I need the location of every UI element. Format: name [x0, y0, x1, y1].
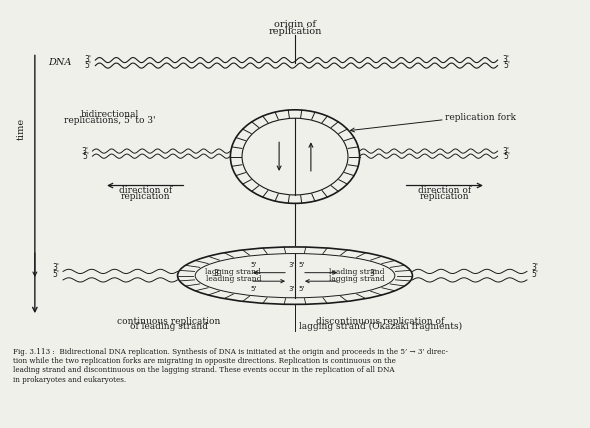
Text: lagging strand (Okazaki fragments): lagging strand (Okazaki fragments) [299, 322, 462, 331]
Text: 5': 5' [52, 270, 59, 279]
Text: origin of: origin of [274, 20, 316, 29]
Text: 3': 3' [214, 269, 221, 278]
Text: replication: replication [420, 192, 470, 201]
Text: Fig. 3.113 :  Bidirectional DNA replication. Synthesis of DNA is initiated at th: Fig. 3.113 : Bidirectional DNA replicati… [13, 348, 448, 383]
Text: 5': 5' [299, 262, 305, 268]
Text: DNA: DNA [48, 58, 72, 67]
Text: direction of: direction of [119, 186, 172, 195]
Text: 3': 3' [369, 269, 376, 278]
Text: of leading strand: of leading strand [130, 322, 208, 331]
Text: 3': 3' [531, 263, 538, 272]
Text: leading strand: leading strand [329, 268, 385, 276]
Text: replication: replication [268, 27, 322, 36]
Text: continuous replication: continuous replication [117, 317, 221, 326]
Text: 5': 5' [251, 262, 257, 268]
Text: 3': 3' [289, 286, 295, 292]
Text: replication fork: replication fork [445, 113, 516, 122]
Text: direction of: direction of [418, 186, 471, 195]
Text: bidirectional: bidirectional [81, 110, 139, 119]
Text: 3': 3' [289, 262, 295, 268]
Text: 5': 5' [299, 286, 305, 292]
Text: 3': 3' [85, 55, 92, 64]
Text: leading strand: leading strand [205, 276, 261, 283]
Text: 3': 3' [503, 55, 510, 64]
Text: 5': 5' [531, 270, 538, 279]
Text: 3': 3' [503, 146, 510, 155]
Text: 3': 3' [82, 146, 89, 155]
Text: 5': 5' [503, 61, 510, 70]
Text: 5': 5' [82, 152, 89, 160]
Text: discontinuous replication of: discontinuous replication of [316, 317, 444, 326]
Text: lagging strand: lagging strand [205, 268, 261, 276]
Text: 3': 3' [52, 263, 59, 272]
Text: 5': 5' [251, 286, 257, 292]
Text: lagging strand: lagging strand [329, 276, 385, 283]
Text: 5': 5' [503, 152, 510, 160]
Text: replication: replication [120, 192, 170, 201]
Text: replications, 5' to 3': replications, 5' to 3' [64, 116, 156, 125]
Text: 5': 5' [85, 61, 92, 70]
Text: time: time [17, 118, 26, 140]
